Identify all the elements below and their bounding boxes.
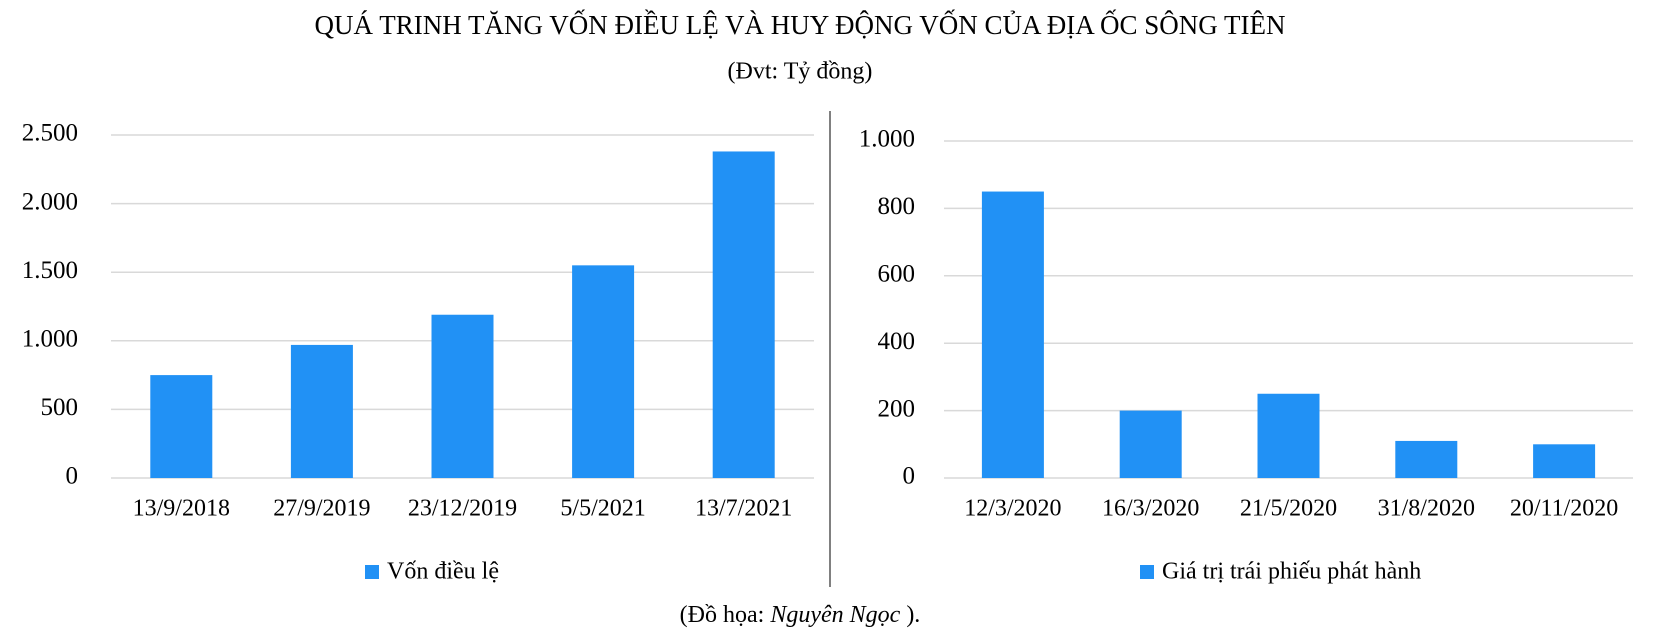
bar: [150, 375, 213, 478]
credit-author: Nguyên Ngọc: [769, 602, 900, 628]
x-tick-label: 13/9/2018: [133, 496, 230, 522]
x-tick-label: 12/3/2020: [964, 496, 1061, 522]
y-tick-label: 1.000: [22, 326, 78, 353]
legend-swatch: [365, 565, 379, 579]
y-tick-label: 2.000: [22, 188, 78, 215]
chart-subtitle: (Đvt: Tỷ đồng): [728, 59, 873, 85]
bar: [1395, 440, 1458, 478]
x-tick-label: 13/7/2021: [695, 496, 792, 522]
y-tick-label: 500: [41, 394, 79, 421]
x-tick-label: 21/5/2020: [1240, 496, 1337, 522]
bar: [1119, 410, 1182, 478]
bar: [431, 314, 494, 478]
y-tick-label: 600: [878, 261, 916, 288]
y-tick-label: 1.500: [22, 257, 78, 284]
y-tick-label: 2.500: [22, 120, 78, 147]
credit: (Đồ họa: Nguyên Ngọc ).: [680, 602, 921, 628]
x-tick-label: 20/11/2020: [1510, 496, 1618, 522]
bar: [1533, 444, 1596, 478]
x-tick-label: 5/5/2021: [560, 496, 645, 522]
bar: [981, 191, 1044, 479]
x-tick-label: 16/3/2020: [1102, 496, 1199, 522]
bar: [712, 151, 775, 479]
x-tick-label: 27/9/2019: [273, 496, 370, 522]
y-tick-label: 1.000: [859, 126, 915, 153]
credit-suffix: ).: [900, 602, 920, 628]
bar: [1257, 393, 1320, 478]
legend-swatch: [1140, 565, 1154, 579]
y-tick-label: 800: [878, 193, 916, 220]
y-tick-label: 200: [878, 395, 916, 422]
y-tick-label: 0: [903, 463, 916, 490]
bar: [572, 265, 635, 478]
y-tick-label: 400: [878, 328, 916, 355]
legend-label: Vốn điều lệ: [387, 559, 499, 585]
bar: [290, 344, 353, 478]
chart-title: QUÁ TRINH TĂNG VỐN ĐIỀU LỆ VÀ HUY ĐỘNG V…: [315, 9, 1286, 40]
y-tick-label: 0: [66, 463, 79, 490]
legend-label: Giá trị trái phiếu phát hành: [1162, 559, 1421, 585]
x-tick-label: 31/8/2020: [1378, 496, 1475, 522]
credit-prefix: (Đồ họa:: [680, 602, 771, 628]
x-tick-label: 23/12/2019: [408, 496, 517, 522]
